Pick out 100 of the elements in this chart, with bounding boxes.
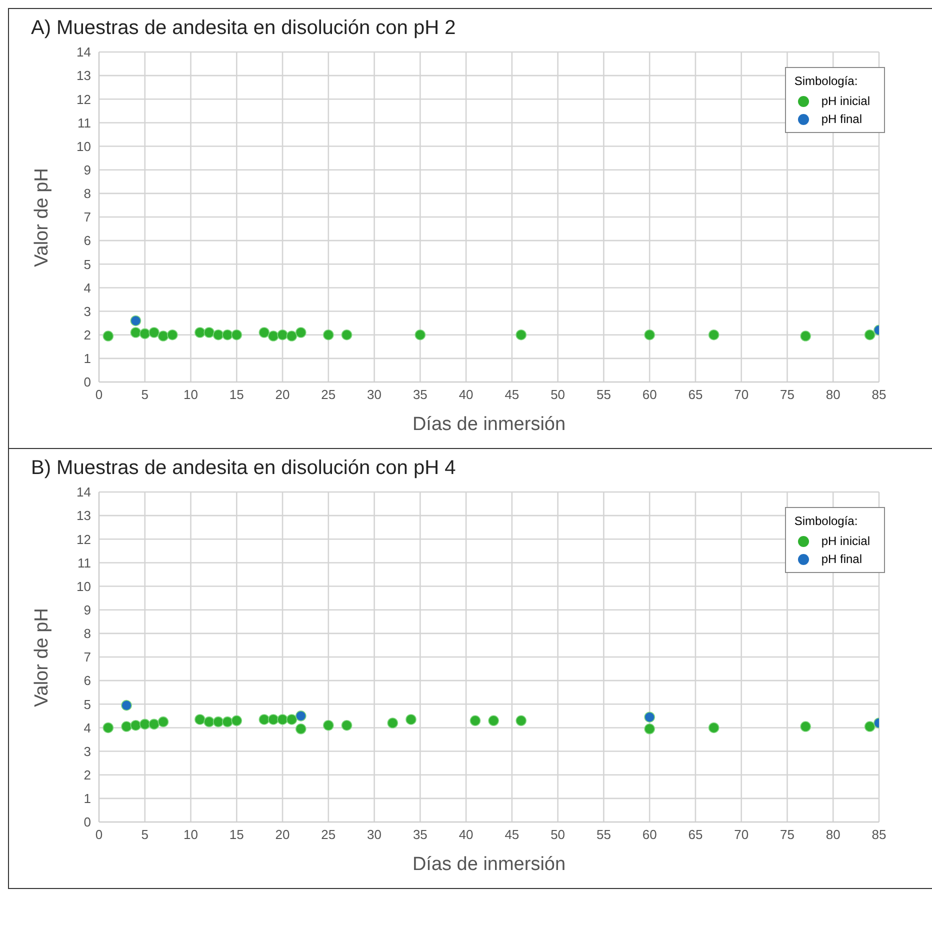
point	[864, 329, 876, 340]
x-tick-label: 50	[550, 387, 566, 402]
x-axis-title: Días de inmersión	[412, 854, 566, 875]
point	[341, 720, 352, 731]
y-tick-label: 2	[84, 767, 91, 782]
point	[295, 723, 306, 734]
x-tick-label: 55	[596, 387, 611, 402]
y-tick-label: 9	[84, 162, 91, 178]
x-tick-label: 50	[550, 827, 566, 842]
legend-title: Simbología:	[794, 513, 859, 530]
point	[121, 700, 132, 711]
point	[212, 329, 224, 340]
point	[158, 330, 169, 342]
x-tick-label: 40	[458, 827, 474, 842]
x-tick-label: 85	[872, 827, 886, 842]
y-tick-label: 10	[76, 578, 91, 594]
y-tick-label: 11	[78, 115, 91, 130]
y-tick-label: 6	[84, 673, 91, 688]
x-tick-label: 65	[688, 387, 703, 402]
point	[212, 716, 224, 728]
legend-label: pH inicial	[821, 93, 870, 110]
point	[102, 722, 114, 734]
point	[341, 329, 352, 340]
point	[644, 712, 655, 723]
point	[204, 327, 215, 338]
x-tick-label: 0	[95, 387, 103, 402]
point	[222, 716, 233, 728]
x-tick-label: 0	[95, 827, 103, 842]
point	[516, 329, 527, 340]
point	[323, 720, 334, 731]
x-tick-label: 40	[458, 387, 474, 402]
point	[286, 714, 298, 725]
x-tick-label: 30	[367, 827, 382, 842]
y-tick-label: 7	[84, 650, 91, 665]
point	[644, 723, 655, 734]
point	[231, 329, 242, 340]
point	[222, 329, 233, 340]
y-tick-label: 8	[84, 186, 91, 202]
x-tick-label: 65	[688, 827, 703, 842]
y-tick-label: 0	[84, 374, 91, 390]
x-tick-label: 25	[321, 387, 336, 402]
chart-title: A) Muestras de andesita en disolución con pH 2	[31, 17, 457, 40]
point	[139, 718, 150, 730]
point	[277, 714, 288, 725]
point	[470, 715, 481, 726]
point	[708, 329, 720, 340]
point	[387, 718, 398, 728]
point	[148, 327, 160, 338]
y-tick-label: 8	[84, 626, 91, 642]
point	[414, 329, 426, 340]
x-axis-title: Días de inmersión	[412, 414, 566, 435]
point	[194, 714, 206, 725]
point	[268, 714, 279, 725]
x-tick-label: 35	[412, 827, 428, 842]
point	[258, 327, 270, 338]
point	[323, 329, 334, 340]
x-tick-label: 60	[642, 827, 657, 842]
x-tick-label: 45	[504, 387, 520, 402]
point	[204, 716, 215, 728]
x-tick-label: 5	[141, 387, 148, 402]
y-axis-title: Valor de pH	[32, 608, 53, 707]
x-tick-label: 85	[872, 387, 886, 402]
x-tick-label: 75	[780, 827, 794, 842]
x-tick-label: 60	[642, 387, 657, 402]
y-tick-label: 3	[84, 304, 91, 319]
x-tick-label: 20	[275, 387, 290, 402]
y-tick-label: 5	[84, 256, 91, 272]
y-tick-label: 13	[76, 508, 91, 524]
point	[488, 715, 499, 726]
point	[406, 714, 416, 725]
point	[286, 330, 298, 342]
legend-label: pH inicial	[821, 533, 870, 550]
x-tick-label: 25	[321, 827, 336, 842]
point	[158, 716, 169, 728]
y-tick-label: 6	[84, 233, 91, 248]
x-tick-label: 10	[184, 827, 198, 842]
y-tick-label: 14	[76, 484, 91, 500]
x-tick-label: 80	[826, 387, 840, 402]
y-tick-label: 12	[76, 92, 91, 107]
y-tick-label: 4	[84, 720, 91, 736]
x-tick-label: 10	[184, 387, 198, 402]
y-tick-label: 2	[84, 327, 91, 342]
x-tick-label: 55	[596, 827, 611, 842]
point	[268, 330, 279, 342]
point	[148, 718, 160, 730]
point	[295, 327, 306, 338]
point	[102, 330, 114, 342]
legend-label: pH final	[821, 111, 862, 128]
x-tick-label: 20	[275, 827, 290, 842]
point	[167, 329, 178, 340]
y-tick-label: 4	[84, 280, 91, 296]
point	[139, 328, 150, 340]
x-tick-label: 5	[141, 827, 148, 842]
legend-label: pH final	[821, 551, 862, 568]
y-tick-label: 9	[84, 602, 91, 618]
point	[864, 721, 876, 732]
x-tick-label: 15	[229, 387, 244, 402]
y-axis-title: Valor de pH	[32, 168, 53, 267]
y-tick-label: 3	[84, 744, 91, 759]
y-tick-label: 1	[84, 791, 91, 806]
